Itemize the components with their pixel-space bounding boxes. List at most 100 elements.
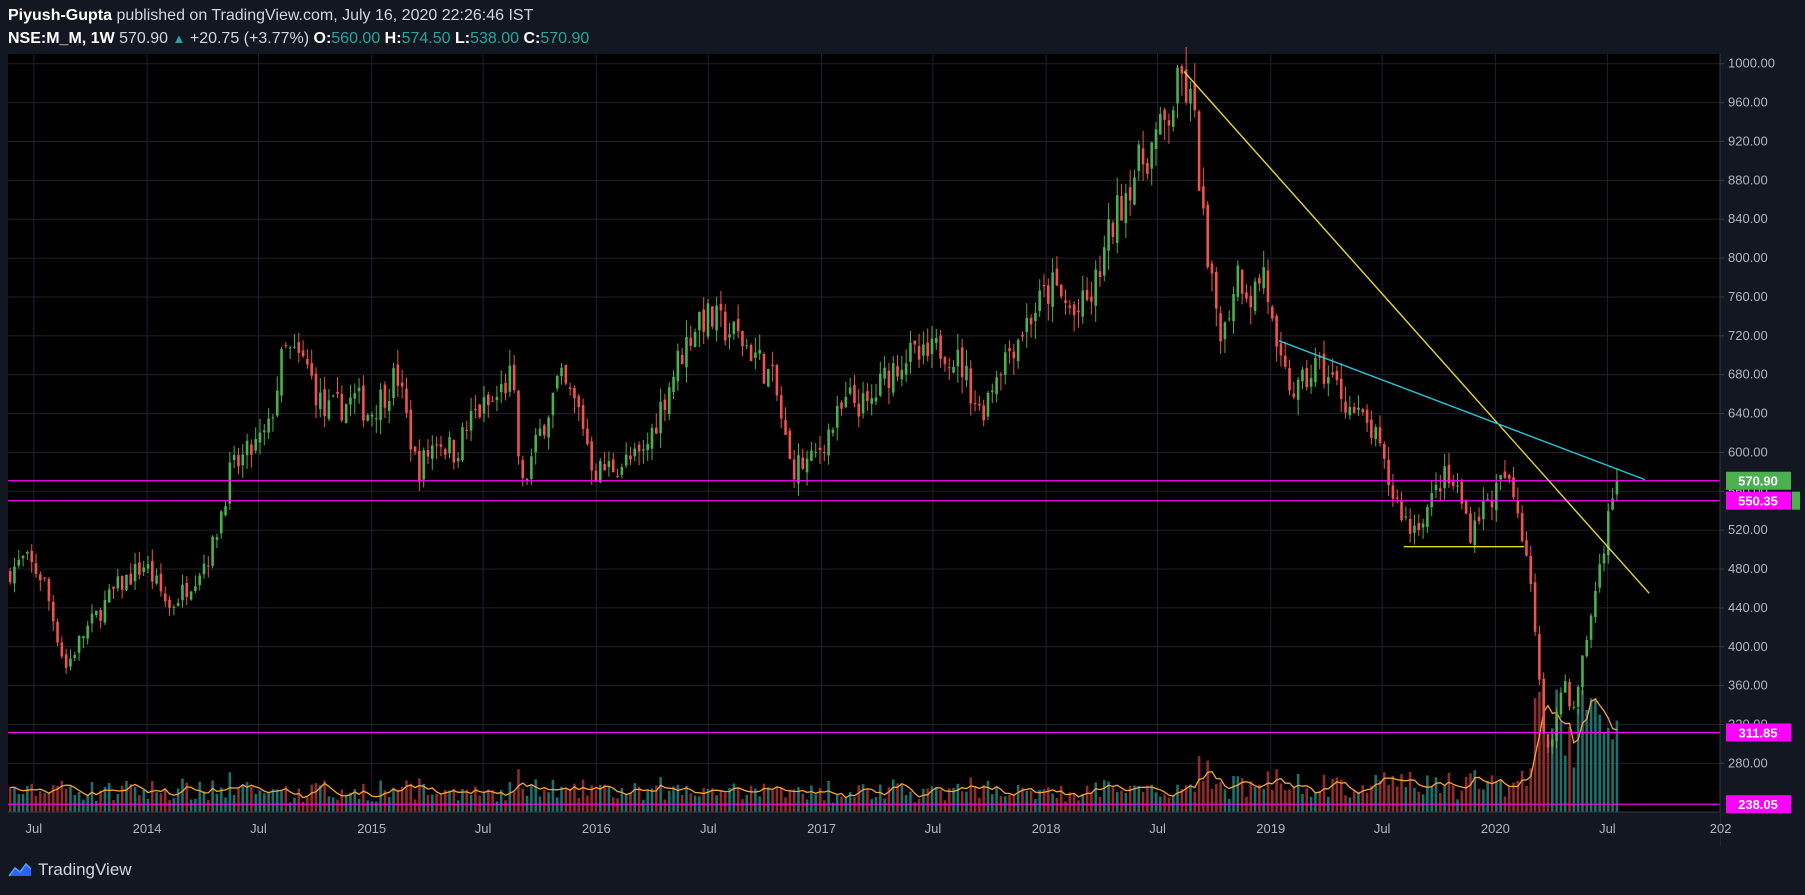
- volume-bar: [456, 800, 460, 812]
- candle-body: [1240, 269, 1244, 294]
- cyan-downtrend-line[interactable]: [1278, 340, 1646, 481]
- candle-body: [254, 438, 257, 451]
- volume-bar: [1417, 791, 1421, 812]
- candle-body: [1576, 686, 1580, 707]
- candle-body: [896, 365, 899, 377]
- price-tag-box[interactable]: [1726, 491, 1791, 510]
- candle-body: [952, 366, 955, 373]
- volume-bar: [228, 772, 232, 812]
- candle-body: [155, 575, 158, 584]
- volume-bar: [1012, 794, 1016, 812]
- candle-body: [185, 582, 189, 598]
- volume-bar: [1021, 787, 1024, 812]
- volume-bar: [8, 787, 12, 812]
- time-tick-label: Jul: [1149, 821, 1166, 836]
- candle-body: [1551, 739, 1554, 747]
- candle-body: [1266, 270, 1270, 302]
- volume-bar: [133, 787, 137, 812]
- candle-body: [1309, 378, 1313, 387]
- candle-body: [319, 392, 322, 410]
- price-tag-box[interactable]: [1726, 471, 1791, 490]
- candle-body: [568, 387, 572, 390]
- volume-bar: [1034, 799, 1037, 812]
- price-tick-label: 600.00: [1728, 444, 1768, 459]
- candle-body: [1314, 357, 1317, 383]
- candle-body: [1055, 268, 1059, 286]
- candle-body: [870, 398, 873, 404]
- trend-lines[interactable]: [1183, 71, 1650, 594]
- candle-body: [512, 364, 516, 391]
- candle-body: [1426, 507, 1429, 527]
- volume-bar: [741, 799, 744, 812]
- volume-bar: [1615, 720, 1619, 812]
- author-name[interactable]: Piyush-Gupta: [8, 7, 113, 24]
- volume-bar: [1529, 768, 1533, 812]
- price-tags[interactable]: 570.90 550.35 311.85 238.05: [1726, 471, 1800, 814]
- volume-bar: [146, 798, 150, 812]
- price-tag-box[interactable]: [1726, 723, 1791, 742]
- candle-body: [297, 342, 301, 353]
- candle-body: [284, 344, 288, 346]
- volume-bar: [392, 787, 395, 812]
- candle-body: [965, 365, 968, 381]
- volume-bar: [1451, 785, 1455, 812]
- volume-bar: [1430, 785, 1433, 812]
- volume-bar: [499, 789, 503, 812]
- volume-bar: [1206, 760, 1209, 812]
- volume-bar: [1542, 689, 1545, 812]
- candle-body: [728, 334, 731, 338]
- volume-bar: [568, 788, 572, 812]
- candle-body: [1378, 427, 1382, 444]
- candle-body: [1529, 555, 1533, 585]
- candle-body: [362, 385, 365, 421]
- volume-bar: [1473, 770, 1477, 812]
- candle-body: [1098, 271, 1102, 277]
- candle-body: [168, 599, 171, 608]
- volume-bar: [250, 786, 253, 812]
- volume-bar: [400, 786, 404, 812]
- volume-bar: [1275, 769, 1278, 812]
- volume-bar: [232, 794, 236, 812]
- candle-body: [336, 392, 339, 394]
- candle-body: [538, 428, 542, 436]
- volume-bar: [672, 786, 675, 812]
- candle-body: [310, 363, 313, 376]
- yellow-downtrend-line[interactable]: [1183, 71, 1650, 594]
- volume-bar: [1602, 732, 1606, 812]
- volume-bar: [508, 782, 512, 812]
- volume-bar: [1249, 781, 1253, 812]
- volume-bar: [112, 800, 115, 812]
- volume-bar: [969, 777, 973, 812]
- candle-body: [219, 511, 223, 534]
- candle-body: [293, 346, 296, 348]
- volume-bar: [474, 786, 477, 812]
- volume-bar: [301, 801, 305, 812]
- volume-bar: [676, 784, 680, 812]
- candle-body: [383, 384, 387, 408]
- price-tag-box[interactable]: [1726, 795, 1791, 814]
- volume-bar: [637, 786, 641, 812]
- volume-bar: [1314, 792, 1317, 812]
- price-axis[interactable]: [1720, 54, 1805, 812]
- horizontal-levels[interactable]: [8, 480, 1720, 805]
- volume-bar: [512, 791, 516, 812]
- candle-body: [133, 564, 137, 582]
- candle-body: [1103, 247, 1106, 276]
- time-axis[interactable]: [8, 812, 1720, 846]
- candle-body: [715, 305, 718, 331]
- candle-body: [1176, 67, 1179, 104]
- candle-body: [1477, 516, 1481, 522]
- candle-body: [1408, 518, 1412, 534]
- candle-body: [995, 377, 998, 395]
- volume-bar: [943, 800, 947, 812]
- tradingview-brand[interactable]: TradingView: [38, 860, 132, 879]
- volume-bar: [43, 793, 46, 812]
- price-tag-label: 311.85: [1738, 725, 1777, 740]
- volume-bar: [353, 789, 357, 812]
- price-tick-label: 360.00: [1728, 678, 1768, 693]
- volume-bar: [702, 788, 705, 812]
- volume-bar: [1103, 780, 1106, 812]
- symbol-label[interactable]: NSE:M_M, 1W: [8, 30, 115, 47]
- candle-body: [39, 574, 42, 581]
